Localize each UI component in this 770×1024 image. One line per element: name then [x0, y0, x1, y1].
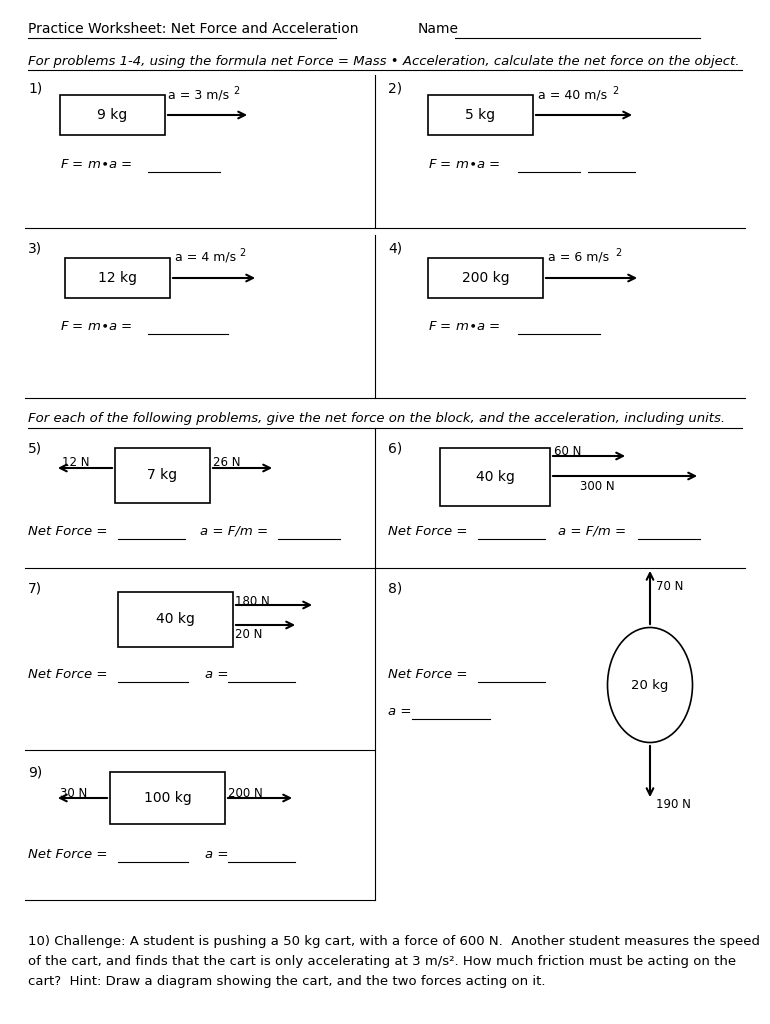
- Text: 5): 5): [28, 442, 42, 456]
- Text: 1): 1): [28, 82, 42, 96]
- Text: 180 N: 180 N: [235, 595, 270, 608]
- Bar: [440, 449, 550, 506]
- Text: F = m$\bullet$a =: F = m$\bullet$a =: [428, 319, 502, 333]
- Text: 40 kg: 40 kg: [476, 470, 514, 484]
- Text: 2: 2: [233, 86, 239, 96]
- Text: a = 3 m/s: a = 3 m/s: [168, 88, 229, 101]
- Text: a =: a =: [205, 668, 233, 681]
- Text: F = m$\bullet$a =: F = m$\bullet$a =: [428, 158, 502, 171]
- Text: 12 kg: 12 kg: [98, 271, 137, 285]
- Text: 7): 7): [28, 582, 42, 596]
- Text: For problems 1-4, using the formula net Force = Mass • Acceleration, calculate t: For problems 1-4, using the formula net …: [28, 55, 739, 68]
- Text: For each of the following problems, give the net force on the block, and the acc: For each of the following problems, give…: [28, 412, 725, 425]
- Bar: [65, 258, 170, 298]
- Text: Net Force =: Net Force =: [28, 525, 112, 538]
- Text: cart?  Hint: Draw a diagram showing the cart, and the two forces acting on it.: cart? Hint: Draw a diagram showing the c…: [28, 975, 545, 988]
- Text: F = m$\bullet$a =: F = m$\bullet$a =: [60, 319, 134, 333]
- Text: Net Force =: Net Force =: [388, 525, 472, 538]
- Text: 3): 3): [28, 242, 42, 256]
- Text: a = 4 m/s: a = 4 m/s: [175, 250, 236, 263]
- Text: 5 kg: 5 kg: [465, 108, 496, 122]
- Text: 60 N: 60 N: [554, 445, 581, 458]
- Text: 6): 6): [388, 442, 402, 456]
- Text: 20 kg: 20 kg: [631, 679, 668, 691]
- Text: Practice Worksheet: Net Force and Acceleration: Practice Worksheet: Net Force and Accele…: [28, 22, 359, 36]
- Text: 9 kg: 9 kg: [97, 108, 128, 122]
- Text: Net Force =: Net Force =: [28, 668, 112, 681]
- Text: 30 N: 30 N: [60, 787, 87, 800]
- Text: 2): 2): [388, 82, 402, 96]
- Text: 26 N: 26 N: [213, 456, 240, 469]
- Text: 8): 8): [388, 582, 402, 596]
- Text: 100 kg: 100 kg: [144, 791, 192, 805]
- Text: 4): 4): [388, 242, 402, 256]
- Text: 200 N: 200 N: [228, 787, 263, 800]
- Text: 2: 2: [612, 86, 618, 96]
- Text: F = m$\bullet$a =: F = m$\bullet$a =: [60, 158, 134, 171]
- Text: 2: 2: [239, 248, 246, 258]
- Bar: [428, 258, 543, 298]
- Bar: [110, 772, 225, 824]
- Text: Net Force =: Net Force =: [28, 848, 112, 861]
- Text: Net Force =: Net Force =: [388, 668, 472, 681]
- Text: 300 N: 300 N: [580, 480, 614, 493]
- Text: 12 N: 12 N: [62, 456, 89, 469]
- Text: 2: 2: [615, 248, 621, 258]
- Text: 7 kg: 7 kg: [147, 469, 178, 482]
- Text: 9): 9): [28, 765, 42, 779]
- Text: 200 kg: 200 kg: [462, 271, 509, 285]
- Text: 70 N: 70 N: [656, 580, 684, 593]
- Text: a = 40 m/s: a = 40 m/s: [538, 88, 607, 101]
- Text: a = F/m =: a = F/m =: [558, 525, 631, 538]
- Text: 20 N: 20 N: [235, 628, 263, 641]
- Text: 40 kg: 40 kg: [156, 612, 195, 627]
- Text: a =: a =: [205, 848, 233, 861]
- Ellipse shape: [608, 628, 692, 742]
- Text: of the cart, and finds that the cart is only accelerating at 3 m/s². How much fr: of the cart, and finds that the cart is …: [28, 955, 736, 968]
- Text: a = F/m =: a = F/m =: [200, 525, 273, 538]
- Text: 10) Challenge: A student is pushing a 50 kg cart, with a force of 600 N.  Anothe: 10) Challenge: A student is pushing a 50…: [28, 935, 760, 948]
- Text: a =: a =: [388, 705, 416, 718]
- Bar: [118, 592, 233, 647]
- Bar: [60, 95, 165, 135]
- Text: a = 6 m/s: a = 6 m/s: [548, 250, 609, 263]
- Bar: [115, 449, 210, 503]
- Bar: [428, 95, 533, 135]
- Text: 190 N: 190 N: [656, 798, 691, 811]
- Text: Name: Name: [418, 22, 459, 36]
